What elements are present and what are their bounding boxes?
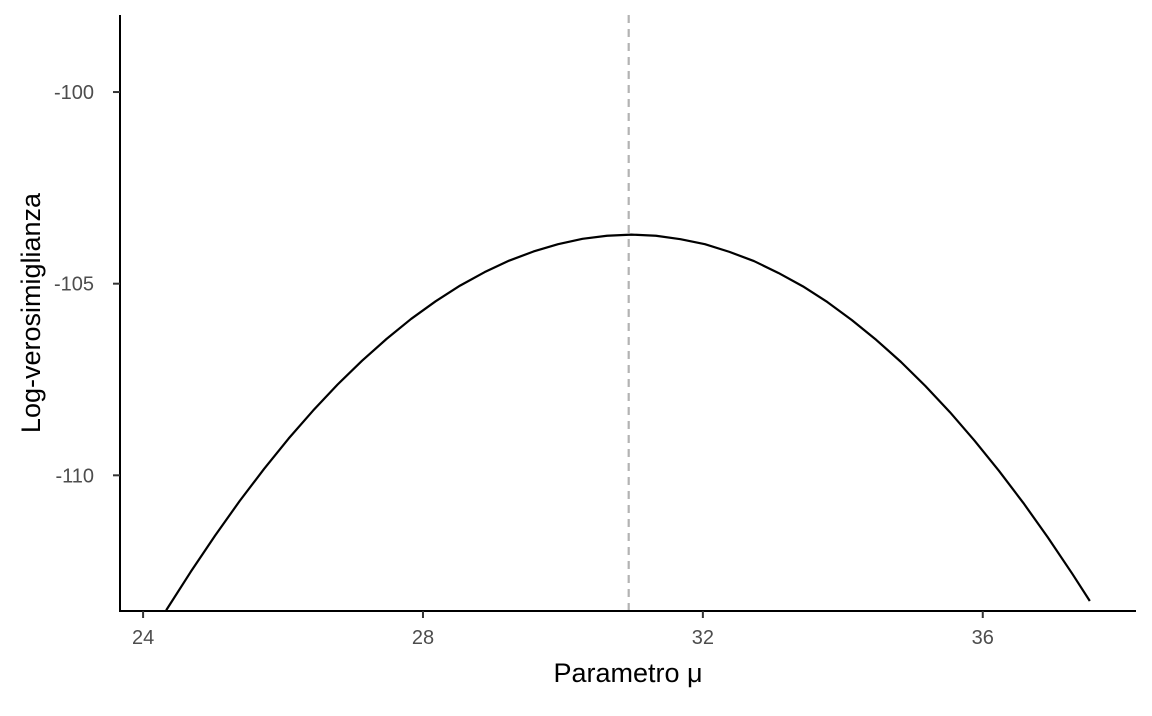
y-tick-label: -105 xyxy=(54,274,94,296)
y-tick-label: -100 xyxy=(54,82,94,104)
log-likelihood-curve xyxy=(165,233,1091,611)
y-axis-title: Log-verosimiglianza xyxy=(16,192,46,433)
x-tick-label: 32 xyxy=(692,627,714,649)
y-tick-label: -110 xyxy=(55,465,94,487)
x-tick-label: 28 xyxy=(412,627,434,649)
x-tick-label: 36 xyxy=(972,627,994,649)
x-axis-title: Parametro μ xyxy=(553,658,702,688)
x-tick-label: 24 xyxy=(132,627,154,649)
